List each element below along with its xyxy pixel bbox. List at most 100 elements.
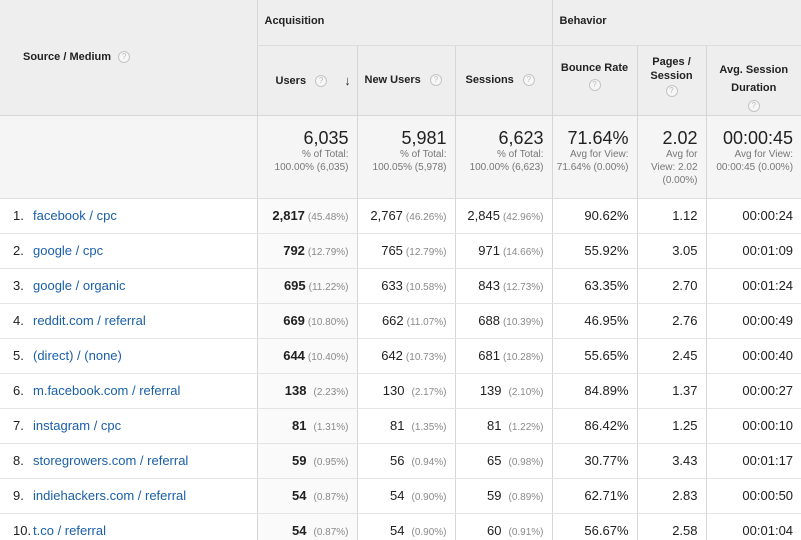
total-users: 6,035 % of Total: 100.00% (6,035) [256, 115, 357, 199]
new-users-percent: (46.26%) [405, 212, 447, 223]
sessions-cell: 2,845 (42.96%) [454, 198, 553, 234]
help-icon[interactable]: ? [429, 73, 442, 86]
sessions-percent: (2.10%) [508, 387, 544, 398]
users-value: 695 [283, 278, 306, 293]
sessions-percent: (14.66%) [502, 247, 544, 258]
help-icon[interactable]: ? [315, 74, 328, 87]
column-header-source-medium[interactable]: Source / Medium ? [0, 0, 257, 116]
avg-session-duration-cell: 00:01:17 [705, 443, 801, 479]
column-header-pages-session[interactable]: Pages / Session ? [636, 45, 707, 116]
sessions-value: 65 [487, 453, 502, 468]
table-row: 10. t.co / referral 54 (0.87%) 54 (0.90%) … [0, 513, 801, 540]
row-index: 5. [0, 338, 33, 374]
row-index: 3. [0, 268, 33, 304]
column-header-new-users[interactable]: New Users ? [356, 45, 455, 116]
help-icon[interactable]: ? [522, 73, 535, 86]
users-percent: (2.23%) [313, 387, 349, 398]
new-users-percent: (0.90%) [411, 492, 447, 503]
source-medium-link[interactable]: reddit.com / referral [33, 313, 146, 328]
help-icon[interactable]: ? [665, 84, 678, 97]
pages-session-cell: 1.25 [636, 408, 707, 444]
sessions-percent: (42.96%) [502, 212, 544, 223]
source-medium-link[interactable]: facebook / cpc [33, 208, 117, 223]
source-medium-link[interactable]: google / organic [33, 278, 126, 293]
row-index: 8. [0, 443, 33, 479]
sessions-value: 681 [478, 348, 500, 363]
users-value: 669 [283, 313, 305, 328]
help-icon[interactable]: ? [118, 51, 131, 64]
sessions-value: 81 [487, 418, 502, 433]
row-index: 10. [0, 513, 33, 540]
source-medium-link[interactable]: instagram / cpc [33, 418, 122, 433]
source-medium-label: Source / Medium [23, 51, 112, 64]
total-pages-session-sub: Avg for View: 2.02 (0.00%) [651, 148, 698, 186]
new-users-value: 81 [390, 418, 405, 433]
users-percent: (0.87%) [313, 492, 349, 503]
users-cell: 59 (0.95%) [256, 443, 357, 479]
sessions-value: 60 [487, 523, 502, 538]
help-icon[interactable]: ? [747, 99, 760, 112]
help-icon[interactable]: ? [588, 78, 601, 91]
users-value: 138 [284, 383, 307, 398]
total-pages-session: 2.02 Avg for View: 2.02 (0.00%) [636, 115, 707, 199]
avg-session-duration-label: Avg. Session Duration [719, 63, 789, 94]
row-index: 7. [0, 408, 33, 444]
source-medium-link[interactable]: t.co / referral [33, 523, 106, 538]
users-cell: 54 (0.87%) [256, 513, 357, 540]
sessions-percent: (10.28%) [502, 352, 544, 363]
source-medium-link[interactable]: (direct) / (none) [33, 348, 122, 363]
sessions-percent: (0.98%) [508, 457, 544, 468]
avg-session-duration-cell: 00:00:40 [705, 338, 801, 374]
new-users-value: 130 [382, 383, 405, 398]
sort-descending-icon[interactable]: ↓ [344, 72, 351, 88]
avg-session-duration-cell: 00:01:24 [705, 268, 801, 304]
avg-session-duration-cell: 00:00:50 [705, 478, 801, 514]
sessions-value: 688 [478, 313, 500, 328]
pages-session-cell: 1.12 [636, 198, 707, 234]
group-header-acquisition: Acquisition [256, 0, 553, 46]
total-avg-session-duration-value: 00:00:45 [722, 127, 794, 148]
column-header-avg-session-duration[interactable]: Avg. Session Duration ? [705, 45, 801, 116]
users-value: 59 [292, 453, 307, 468]
total-new-users-value: 5,981 [401, 127, 447, 148]
source-medium-cell: t.co / referral [33, 513, 257, 540]
sessions-value: 139 [479, 383, 502, 398]
total-sessions-sub: % of Total: 100.00% (6,623) [469, 148, 544, 173]
new-users-value: 54 [390, 523, 405, 538]
pages-session-cell: 2.58 [636, 513, 707, 540]
new-users-value: 765 [381, 243, 403, 258]
source-medium-link[interactable]: google / cpc [33, 243, 104, 258]
users-cell: 81 (1.31%) [256, 408, 357, 444]
new-users-cell: 765 (12.79%) [356, 233, 455, 269]
total-new-users-sub: % of Total: 100.05% (5,978) [372, 148, 447, 173]
users-cell: 54 (0.87%) [256, 478, 357, 514]
source-medium-link[interactable]: indiehackers.com / referral [33, 488, 187, 503]
new-users-value: 2,767 [370, 208, 403, 223]
pages-session-cell: 2.76 [636, 303, 707, 339]
column-header-sessions[interactable]: Sessions ? [454, 45, 553, 116]
avg-session-duration-cell: 00:01:04 [705, 513, 801, 540]
sessions-cell: 59 (0.89%) [454, 478, 553, 514]
sessions-cell: 843 (12.73%) [454, 268, 553, 304]
avg-session-duration-cell: 00:01:09 [705, 233, 801, 269]
sessions-cell: 681 (10.28%) [454, 338, 553, 374]
table-row: 3. google / organic 695 (11.22%) 633 (10.5… [0, 268, 801, 304]
users-cell: 138 (2.23%) [256, 373, 357, 409]
pages-session-label: Pages / Session [650, 55, 693, 82]
total-bounce-rate-value: 71.64% [567, 127, 629, 148]
users-percent: (45.48%) [307, 212, 349, 223]
new-users-cell: 54 (0.90%) [356, 478, 455, 514]
source-medium-cell: indiehackers.com / referral [33, 478, 257, 514]
column-header-bounce-rate[interactable]: Bounce Rate ? [551, 45, 638, 116]
bounce-rate-cell: 55.92% [551, 233, 638, 269]
column-header-users[interactable]: Users ? ↓ [256, 45, 357, 116]
source-medium-cell: reddit.com / referral [33, 303, 257, 339]
bounce-rate-cell: 84.89% [551, 373, 638, 409]
source-medium-link[interactable]: storegrowers.com / referral [33, 453, 189, 468]
source-medium-cell: (direct) / (none) [33, 338, 257, 374]
sessions-percent: (1.22%) [508, 422, 544, 433]
source-medium-link[interactable]: m.facebook.com / referral [33, 383, 181, 398]
users-percent: (10.40%) [307, 352, 349, 363]
sessions-cell: 81 (1.22%) [454, 408, 553, 444]
total-bounce-rate: 71.64% Avg for View: 71.64% (0.00%) [551, 115, 638, 199]
